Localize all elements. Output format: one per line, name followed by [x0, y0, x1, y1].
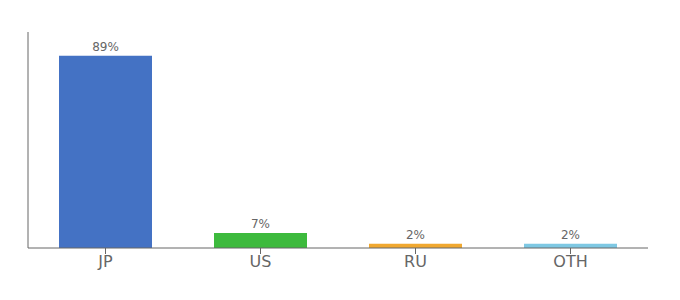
svg-text:7%: 7% — [251, 217, 270, 231]
svg-text:JP: JP — [97, 252, 113, 271]
svg-text:RU: RU — [404, 252, 427, 271]
svg-text:2%: 2% — [561, 228, 580, 242]
svg-text:2%: 2% — [406, 228, 425, 242]
svg-text:US: US — [250, 252, 272, 271]
svg-text:OTH: OTH — [553, 252, 587, 271]
svg-text:89%: 89% — [92, 40, 119, 54]
